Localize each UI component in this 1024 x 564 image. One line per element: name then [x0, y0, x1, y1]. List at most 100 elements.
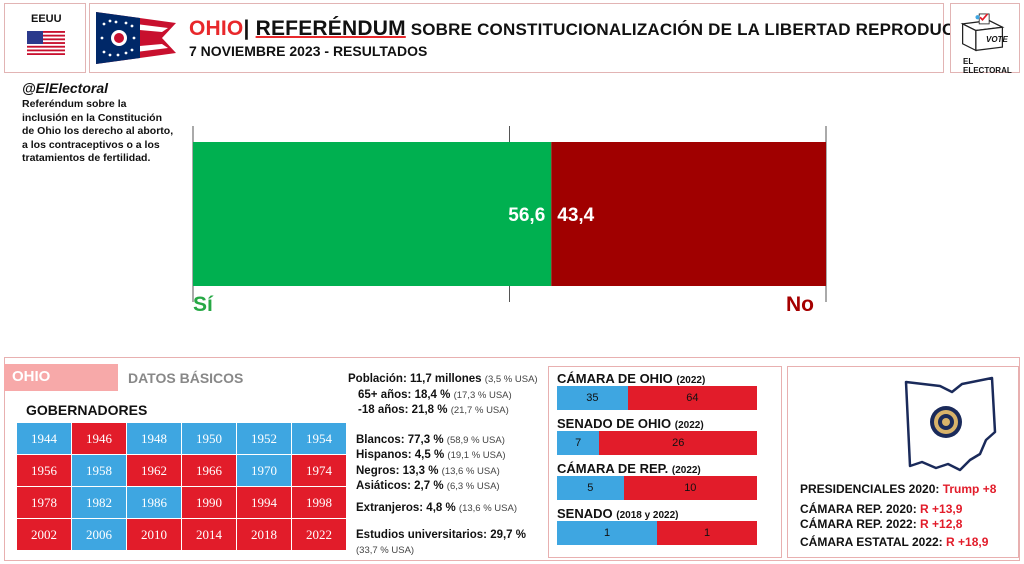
- legislature-title: CÁMARA DE OHIO (2022): [557, 371, 767, 386]
- legislature-bar: 35 64: [557, 386, 757, 410]
- governor-cell-2018: 2018: [237, 519, 291, 550]
- legislature-bar: 7 26: [557, 431, 757, 455]
- result-row-2: CÁMARA REP. 2022: R +12,8: [800, 517, 962, 531]
- bar-si: [193, 142, 552, 286]
- governor-cell-1956: 1956: [17, 455, 71, 486]
- demo-asiaticos: Asiáticos: 2,7 % (6,3 % USA): [348, 479, 548, 495]
- title-rest: SOBRE CONSTITUCIONALIZACIÓN DE LA LIBERT…: [405, 20, 993, 39]
- seats-democrat: 7: [557, 431, 600, 455]
- governor-cell-1958: 1958: [72, 455, 126, 486]
- demo-estudios-value: Estudios universitarios: 29,7 %: [356, 529, 527, 541]
- result-row-1: CÁMARA REP. 2020: R +13,9: [800, 502, 962, 516]
- seats-democrat: 5: [557, 476, 624, 500]
- governor-cell-1994: 1994: [237, 487, 291, 518]
- state-tag: OHIO: [4, 364, 118, 391]
- legislature-title: CÁMARA DE REP. (2022): [557, 461, 767, 476]
- result-value: R +13,9: [920, 502, 963, 516]
- legislature-name: CÁMARA DE OHIO: [557, 371, 677, 386]
- demo-estudios: Estudios universitarios: 29,7 %: [348, 528, 548, 543]
- demo-negros-cmp: (13,6 % USA): [441, 465, 500, 477]
- legislature-2: CÁMARA DE REP. (2022) 5 10: [557, 461, 767, 500]
- legislature-3: SENADO (2018 y 2022) 1 1: [557, 506, 767, 545]
- result-label: PRESIDENCIALES 2020:: [800, 482, 943, 496]
- demo-asiaticos-value: Asiáticos: 2,7 %: [356, 480, 444, 492]
- result-value: R +18,9: [946, 535, 989, 549]
- demo-mayores-value: 65+ años: 18,4 %: [358, 388, 451, 401]
- legislature-1: SENADO DE OHIO (2022) 7 26: [557, 416, 767, 455]
- demo-poblacion: Población: 11,7 millones (3,5 % USA): [348, 372, 548, 388]
- demo-asiaticos-cmp: (6,3 % USA): [446, 481, 500, 492]
- ballot-vote-label: VOTE: [986, 35, 1008, 44]
- referendum-bar-chart: 56,6 43,4: [192, 126, 827, 302]
- data-label-si: 56,6: [508, 205, 545, 226]
- governor-cell-1950: 1950: [182, 423, 236, 454]
- ohio-map-icon: [904, 376, 997, 472]
- demo-blancos-value: Blancos: 77,3 %: [356, 433, 444, 446]
- legislature-name: SENADO: [557, 506, 617, 521]
- result-value: R +12,8: [920, 517, 963, 531]
- seats-democrat: 1: [557, 521, 657, 545]
- demo-negros-value: Negros: 13,3 %: [356, 464, 439, 477]
- source-handle: @ElElectoral: [22, 80, 109, 96]
- legislature-year: (2022): [674, 420, 704, 431]
- country-label: EEUU: [31, 13, 62, 25]
- result-label: CÁMARA REP. 2022:: [800, 517, 921, 531]
- governor-cell-1946: 1946: [72, 423, 126, 454]
- seats-republican: 10: [623, 476, 757, 500]
- legislature-bar: 5 10: [557, 476, 757, 500]
- demo-mayores-cmp: (17,3 % USA): [453, 389, 512, 401]
- governors-title: GOBERNADORES: [26, 402, 148, 418]
- title-separator: |: [243, 17, 250, 40]
- description: Referéndum sobre la inclusión en la Cons…: [22, 98, 174, 164]
- demo-extranjeros-value: Extranjeros: 4,8 %: [356, 501, 456, 514]
- demo-menores-cmp: (21,7 % USA): [450, 405, 509, 416]
- legislatures-list: CÁMARA DE OHIO (2022) 35 64 SENADO DE OHIO …: [557, 371, 767, 545]
- governors-grid: 1944 1946 1948 1950 1952 1954 1956 1958 1962 1966…: [17, 423, 346, 550]
- governor-cell-1954: 1954: [292, 423, 346, 454]
- bar-no: [551, 142, 826, 286]
- result-value: Trump +8: [942, 482, 997, 496]
- governor-cell-1944: 1944: [17, 423, 71, 454]
- governor-cell-2022: 2022: [292, 519, 346, 550]
- legislature-title: SENADO (2018 y 2022): [557, 506, 767, 521]
- governor-cell-1970: 1970: [237, 455, 291, 486]
- governor-cell-1998: 1998: [292, 487, 346, 518]
- demo-hispanos: Hispanos: 4,5 % (19,1 % USA): [348, 448, 548, 464]
- legislature-year: (2022): [671, 465, 701, 476]
- seats-republican: 26: [599, 431, 757, 455]
- demo-poblacion-value: Población: 11,7 millones: [348, 373, 482, 385]
- demo-hispanos-value: Hispanos: 4,5 %: [356, 449, 445, 461]
- ohio-flag-icon: [96, 12, 176, 64]
- result-row-0: PRESIDENCIALES 2020: Trump +8: [800, 482, 996, 496]
- demo-hispanos-cmp: (19,1 % USA): [447, 450, 506, 461]
- legislature-0: CÁMARA DE OHIO (2022) 35 64: [557, 371, 767, 410]
- brand-logo-text: EL ELECTORAL: [963, 57, 1012, 75]
- ballot-box-icon: [960, 13, 1005, 52]
- demo-estudios-cmp-row: (33,7 % USA): [348, 543, 548, 559]
- demo-blancos-cmp: (58,9 % USA): [446, 434, 505, 446]
- seats-republican: 1: [657, 521, 757, 545]
- demo-negros: Negros: 13,3 % (13,6 % USA): [348, 464, 548, 480]
- governor-cell-1978: 1978: [17, 487, 71, 518]
- legislature-name: SENADO DE OHIO: [557, 416, 675, 431]
- legislature-title: SENADO DE OHIO (2022): [557, 416, 767, 431]
- legislature-year: (2018 y 2022): [616, 510, 679, 521]
- title-referendum: REFERÉNDUM: [255, 17, 406, 40]
- page-title: OHIO| REFERÉNDUM SOBRE CONSTITUCIONALIZA…: [189, 17, 993, 41]
- governor-cell-1990: 1990: [182, 487, 236, 518]
- page-subtitle: 7 NOVIEMBRE 2023 - RESULTADOS: [189, 43, 428, 59]
- demo-menores-value: -18 años: 21,8 %: [358, 404, 448, 416]
- demo-menores: -18 años: 21,8 % (21,7 % USA): [348, 403, 548, 419]
- title-state: OHIO: [189, 17, 244, 40]
- data-label-no: 43,4: [557, 205, 594, 226]
- demo-mayores: 65+ años: 18,4 % (17,3 % USA): [348, 388, 548, 404]
- governor-cell-1948: 1948: [127, 423, 181, 454]
- map-panel: [787, 366, 1019, 558]
- basic-data-label: DATOS BÁSICOS: [128, 370, 244, 386]
- demo-extranjeros: Extranjeros: 4,8 % (13,6 % USA): [348, 501, 548, 517]
- title-box: [89, 3, 944, 73]
- governor-cell-2006: 2006: [72, 519, 126, 550]
- legislatures-panel: [548, 366, 782, 558]
- governor-cell-1952: 1952: [237, 423, 291, 454]
